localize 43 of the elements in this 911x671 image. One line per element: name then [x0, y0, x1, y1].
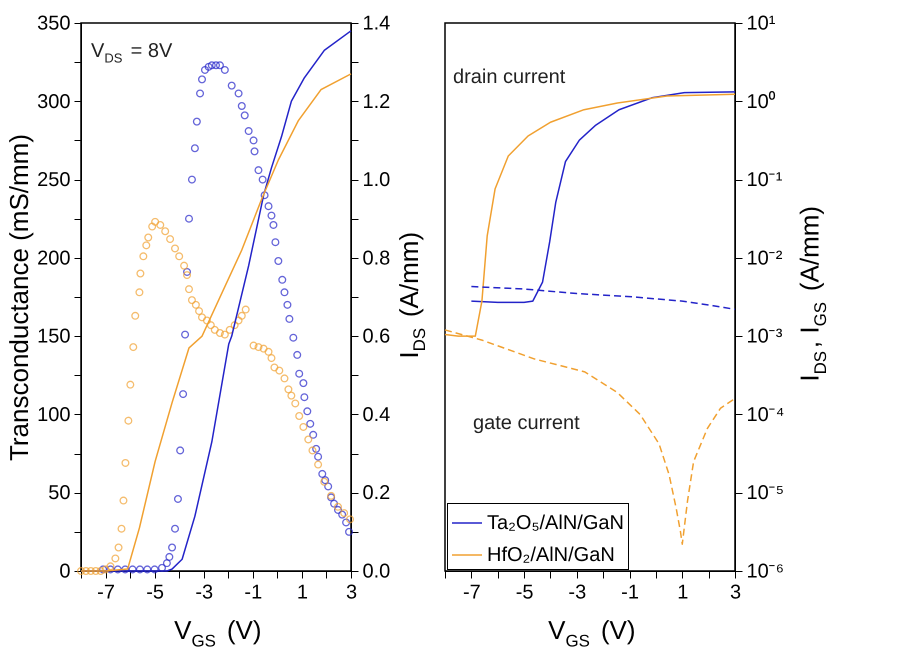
y2-tick-label: 10⁻¹: [746, 169, 783, 192]
y2-tick-label: 0.4: [362, 404, 390, 426]
annotation: gate current: [473, 412, 580, 434]
x-tick-label: -7: [462, 582, 481, 604]
y2-tick-label: 10⁻²: [746, 247, 783, 270]
x-tick-label: 1: [296, 582, 308, 604]
y2-tick-label: 10⁰: [746, 90, 776, 113]
x-tick-label: -1: [244, 582, 262, 604]
x-tick-label: -5: [516, 582, 534, 604]
y-tick-label: 0: [59, 560, 70, 582]
y-tick-label: 150: [37, 326, 70, 348]
x-tick-label: -7: [97, 582, 115, 604]
x-tick-label: -3: [195, 582, 214, 604]
y2-tick-label: 0.2: [362, 482, 390, 504]
x-tick-label: -3: [568, 582, 586, 604]
y2-tick-label: 0.8: [362, 247, 390, 270]
y-axis-title: Transconductance (mS/mm): [4, 134, 34, 462]
x-tick-label: -1: [621, 582, 639, 604]
y2-tick-label: 1.0: [362, 169, 390, 192]
legend-label: HfO₂/AlN/GaN: [487, 544, 615, 566]
y-tick-label: 100: [37, 404, 70, 426]
y-tick-label: 200: [37, 247, 70, 270]
y2-tick-label: 1.4: [362, 12, 390, 34]
x-tick-label: 3: [730, 582, 742, 604]
y2-tick-label: 0.0: [362, 560, 390, 582]
y2-tick-label: 10⁻³: [746, 326, 783, 348]
y2-tick-label: 10⁻⁴: [746, 404, 784, 426]
x-tick-label: 1: [677, 582, 688, 604]
y2-tick-label: 10⁻⁵: [746, 482, 784, 504]
y-tick-label: 50: [48, 482, 70, 504]
y2-axis-title: IDS (A/mm): [394, 232, 430, 359]
y2-tick-label: 0.6: [362, 326, 390, 348]
x-tick-label: -5: [146, 582, 164, 604]
legend-label: Ta₂O₅/AlN/GaN: [487, 512, 624, 534]
y-tick-label: 350: [37, 12, 70, 34]
y2-tick-label: 10⁻⁶: [746, 560, 784, 582]
x-tick-label: 3: [346, 582, 358, 604]
annotation: drain current: [453, 66, 566, 88]
y-tick-label: 300: [37, 90, 70, 113]
y-tick-label: 250: [37, 169, 70, 192]
y2-axis-title: IDS, IGS (A/mm): [794, 206, 830, 382]
y2-tick-label: 10¹: [746, 12, 776, 34]
y2-tick-label: 1.2: [362, 90, 390, 113]
